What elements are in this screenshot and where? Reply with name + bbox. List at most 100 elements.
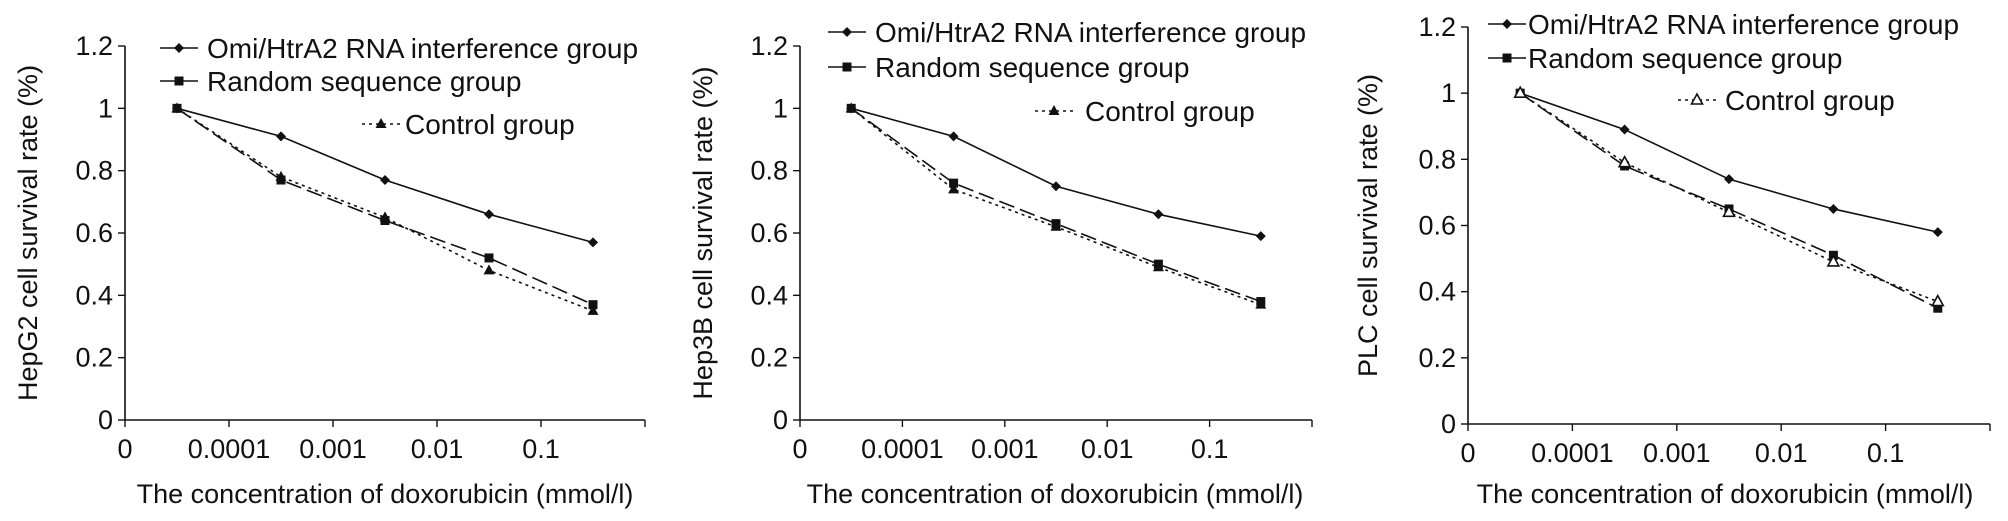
x-tick-label: 0.1	[1867, 438, 1905, 468]
legend-label: Omi/HtrA2 RNA interference group	[207, 33, 638, 64]
y-tick-label: 0	[773, 405, 788, 435]
series-3-point	[587, 304, 599, 315]
y-tick-label: 1.2	[750, 31, 788, 61]
y-tick-label: 0.6	[75, 218, 113, 248]
series-3-point	[1255, 298, 1267, 309]
x-tick-label: 0	[1460, 438, 1475, 468]
y-axis-title: HepG2 cell survival rate (%)	[13, 65, 43, 401]
series-line-2	[850, 107, 1262, 303]
series-line-3	[1519, 92, 1939, 303]
chart-panel-3: 0 0.2 0.4 0.6 0.8 1 1.2 0 0.0001 0.001 0.01 0.1 The …	[1353, 9, 1991, 509]
y-tick-label: 0.8	[75, 156, 113, 186]
series-2-point	[1933, 303, 1943, 313]
x-tick-label: 0.01	[1755, 438, 1808, 468]
y-axis-title: PLC cell survival rate (%)	[1353, 74, 1383, 377]
chart-panel-1: 0 0.2 0.4 0.6 0.8 1 1.2 0 0.0001 0.001 0.01 0.1 The …	[13, 31, 646, 509]
y-tick-label: 0.4	[75, 280, 113, 310]
legend-label: Omi/HtrA2 RNA interference group	[1528, 9, 1959, 40]
y-tick-label: 0.4	[1418, 277, 1456, 307]
y-tick-label: 1	[773, 93, 788, 123]
legend-swatch-marker	[375, 118, 387, 128]
series-3-point	[948, 183, 960, 194]
x-tick-label: 0.001	[971, 434, 1039, 464]
x-axis-title: The concentration of doxorubicin (mmol/l…	[1477, 479, 1974, 509]
legend-swatch-marker	[1502, 19, 1512, 29]
y-tick-label: 0.6	[1418, 211, 1456, 241]
series-1-point	[276, 131, 286, 142]
series-3-point	[483, 264, 495, 275]
series-3-point	[1513, 85, 1528, 98]
series-line-2	[1519, 92, 1939, 309]
series-line-3	[850, 107, 1262, 306]
series-3-point	[1826, 254, 1841, 267]
series-1-point	[1828, 203, 1839, 214]
legend-swatch-marker	[842, 27, 852, 37]
x-axis-title: The concentration of doxorubicin (mmol/l…	[807, 479, 1304, 509]
series-2-point	[588, 300, 598, 310]
chart-panel-2: 0 0.2 0.4 0.6 0.8 1 1.2 0 0.0001 0.001 0.01 0.1 The …	[688, 17, 1313, 509]
series-3-point	[1722, 204, 1736, 218]
series-3-point	[275, 170, 287, 181]
series-2-point	[949, 178, 959, 188]
x-tick-label: 0.1	[1191, 434, 1229, 464]
legend-swatch-marker	[174, 76, 184, 86]
legend-swatch-marker	[842, 62, 852, 72]
series-3-point	[1152, 261, 1164, 272]
y-tick-label: 0	[98, 405, 113, 435]
legend-swatch-marker	[1690, 92, 1704, 105]
x-axis-title: The concentration of doxorubicin (mmol/l…	[137, 479, 634, 509]
y-tick-label: 0	[1441, 409, 1456, 439]
x-tick-label: 0	[792, 434, 807, 464]
legend-swatch-marker	[1048, 105, 1060, 115]
y-tick-label: 1	[1441, 78, 1456, 108]
x-tick-label: 0.001	[299, 434, 367, 464]
y-tick-label: 0.8	[1418, 144, 1456, 174]
legend-label: Control group	[405, 109, 575, 140]
series-3-point	[845, 102, 857, 113]
y-tick-label: 0.8	[750, 156, 788, 186]
legend-swatch-marker	[1502, 53, 1512, 63]
series-1-point	[380, 175, 390, 186]
series-3-point	[1617, 154, 1632, 168]
series-3-point	[379, 211, 391, 222]
series-3-point	[171, 102, 183, 113]
series-1-point	[1255, 231, 1266, 242]
x-tick-label: 0.001	[1643, 438, 1711, 468]
legend-swatch-marker	[174, 43, 184, 53]
series-1-point	[588, 237, 598, 248]
y-axis-title: Hep3B cell survival rate (%)	[688, 66, 718, 399]
x-tick-label: 0	[117, 434, 132, 464]
series-line-1	[850, 107, 1261, 237]
series-1-point	[1051, 181, 1061, 192]
legend-label: Control group	[1725, 85, 1895, 116]
y-tick-label: 1.2	[1418, 12, 1456, 42]
x-tick-label: 0.0001	[861, 434, 944, 464]
series-1-point	[948, 131, 959, 142]
x-tick-label: 0.01	[1081, 434, 1134, 464]
x-tick-label: 0.1	[522, 434, 560, 464]
y-tick-label: 0.6	[750, 218, 788, 248]
y-tick-label: 0.4	[750, 280, 788, 310]
y-tick-label: 0.2	[1418, 343, 1456, 373]
legend-label: Random sequence group	[207, 66, 521, 97]
series-1-point	[1724, 174, 1734, 185]
y-tick-label: 0.2	[750, 343, 788, 373]
legend-label: Random sequence group	[1528, 43, 1842, 74]
series-1-point	[1153, 209, 1164, 220]
legend-label: Control group	[1085, 96, 1255, 127]
series-3-point	[1050, 220, 1062, 231]
y-tick-label: 0.2	[75, 343, 113, 373]
x-tick-label: 0.0001	[1531, 438, 1614, 468]
series-2-point	[484, 253, 494, 263]
series-3-point	[1930, 293, 1945, 307]
y-tick-label: 1.2	[75, 31, 113, 61]
x-tick-label: 0.01	[411, 434, 464, 464]
series-1-point	[1932, 227, 1943, 238]
series-line-2	[176, 107, 594, 306]
series-1-point	[1619, 124, 1630, 135]
